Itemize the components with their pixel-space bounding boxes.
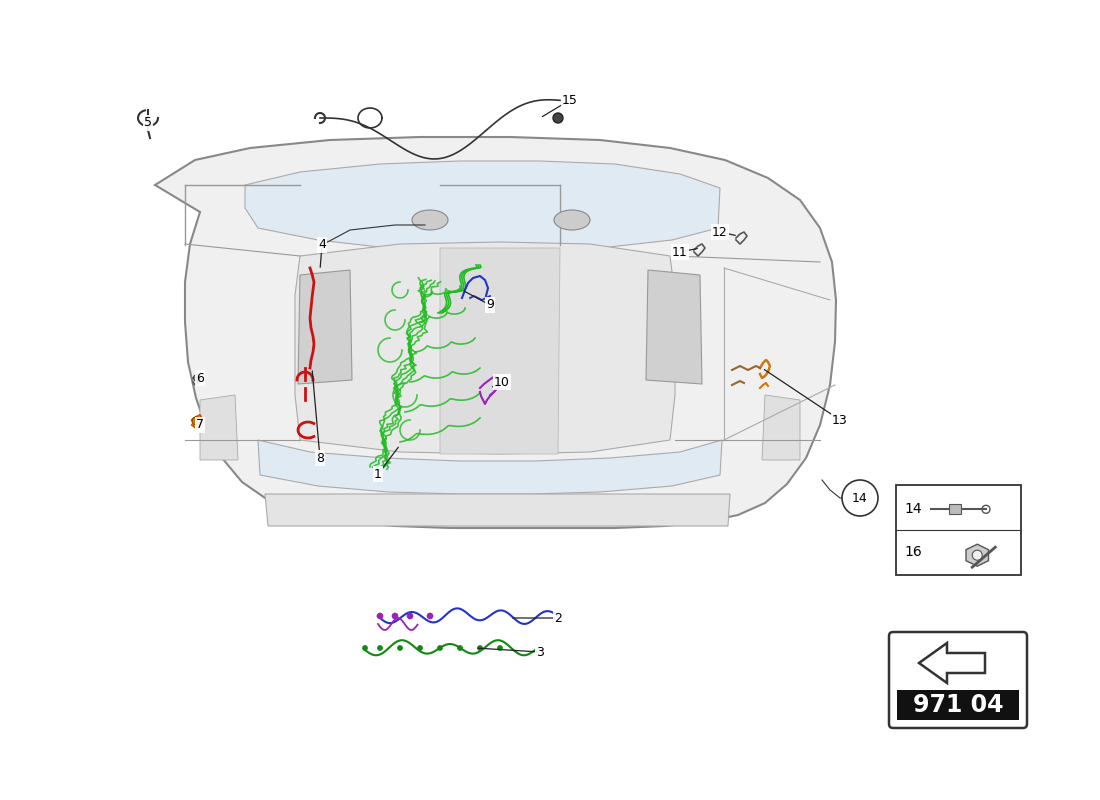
Polygon shape xyxy=(918,643,984,683)
Polygon shape xyxy=(646,270,702,384)
Circle shape xyxy=(427,613,433,619)
Circle shape xyxy=(477,646,483,650)
Circle shape xyxy=(458,646,462,650)
FancyBboxPatch shape xyxy=(949,504,961,514)
Circle shape xyxy=(363,646,367,650)
Polygon shape xyxy=(200,395,238,460)
Text: 5: 5 xyxy=(144,117,152,130)
Text: 8: 8 xyxy=(316,451,324,465)
Circle shape xyxy=(377,646,383,650)
Polygon shape xyxy=(265,494,730,526)
Text: 3: 3 xyxy=(536,646,543,658)
Circle shape xyxy=(397,646,403,650)
Text: eurospares: eurospares xyxy=(198,343,725,425)
Circle shape xyxy=(377,613,383,619)
Polygon shape xyxy=(966,544,989,566)
Circle shape xyxy=(553,113,563,123)
Circle shape xyxy=(438,646,442,650)
Polygon shape xyxy=(896,485,1021,575)
Text: 13: 13 xyxy=(832,414,848,426)
Text: a passion for parts since 1985: a passion for parts since 1985 xyxy=(242,443,640,469)
Text: 12: 12 xyxy=(712,226,728,238)
Text: 9: 9 xyxy=(486,298,494,311)
Ellipse shape xyxy=(412,210,448,230)
Polygon shape xyxy=(762,395,800,460)
FancyBboxPatch shape xyxy=(896,690,1019,720)
Text: 7: 7 xyxy=(196,418,204,431)
Text: 6: 6 xyxy=(196,371,204,385)
Text: 16: 16 xyxy=(904,546,922,559)
Polygon shape xyxy=(295,242,675,454)
Text: 15: 15 xyxy=(562,94,578,106)
Text: 14: 14 xyxy=(904,502,922,516)
Text: 2: 2 xyxy=(554,611,562,625)
Circle shape xyxy=(407,613,412,619)
FancyBboxPatch shape xyxy=(889,632,1027,728)
Polygon shape xyxy=(258,440,722,494)
Polygon shape xyxy=(155,137,836,528)
Text: 14: 14 xyxy=(852,491,868,505)
Circle shape xyxy=(194,374,200,382)
Circle shape xyxy=(497,646,503,650)
Text: 1: 1 xyxy=(374,467,382,481)
Text: 4: 4 xyxy=(318,238,326,251)
Polygon shape xyxy=(440,248,560,454)
Circle shape xyxy=(192,417,200,425)
Text: 971 04: 971 04 xyxy=(913,693,1003,717)
Text: 10: 10 xyxy=(494,375,510,389)
Circle shape xyxy=(972,550,982,560)
Circle shape xyxy=(392,613,398,619)
Text: 11: 11 xyxy=(672,246,688,258)
Circle shape xyxy=(418,646,422,650)
Ellipse shape xyxy=(554,210,590,230)
Polygon shape xyxy=(298,270,352,384)
Polygon shape xyxy=(245,161,720,250)
